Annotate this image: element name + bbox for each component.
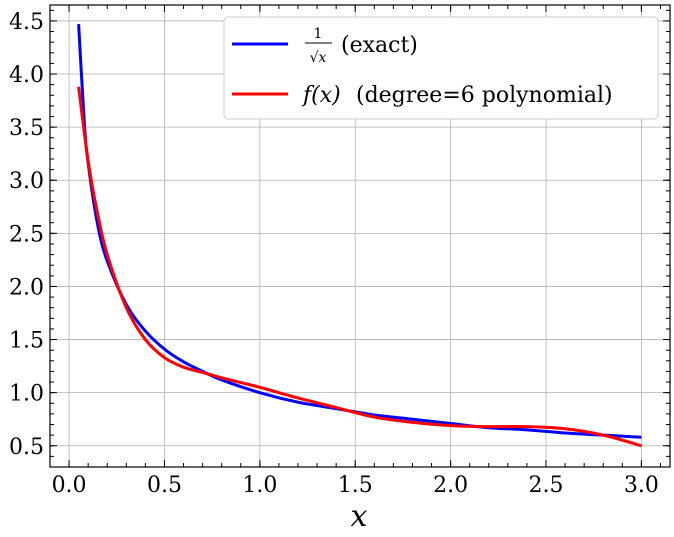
x-tick-label: 2.5 bbox=[529, 473, 564, 498]
legend-box bbox=[223, 16, 659, 120]
x-tick-label: 1.5 bbox=[338, 473, 373, 498]
y-tick-label: 4.0 bbox=[9, 63, 44, 88]
y-tick-label: 2.5 bbox=[9, 222, 44, 247]
y-tick-label: 1.5 bbox=[9, 329, 44, 354]
legend-func-label: f(x) bbox=[301, 83, 341, 108]
series-layer bbox=[77, 24, 642, 448]
x-tick-label: 3.0 bbox=[624, 473, 659, 498]
y-tick-label: 0.5 bbox=[9, 435, 44, 460]
legend-label-exact: (exact) bbox=[341, 33, 418, 58]
y-tick-label: 1.0 bbox=[9, 382, 44, 407]
axis-ticks bbox=[50, 5, 670, 468]
legend-fraction-numerator: 1 bbox=[314, 26, 323, 42]
y-tick-label: 3.5 bbox=[9, 116, 44, 141]
x-tick-label: 2.0 bbox=[433, 473, 468, 498]
x-axis-label: x bbox=[351, 499, 368, 534]
y-tick-label: 2.0 bbox=[9, 275, 44, 300]
y-tick-label: 4.5 bbox=[9, 10, 44, 35]
x-tick-label: 0.0 bbox=[52, 473, 87, 498]
legend-fraction-denominator: √x bbox=[310, 50, 327, 66]
series-line-poly bbox=[77, 86, 642, 448]
series-line-exact bbox=[77, 24, 642, 439]
y-tick-label: 3.0 bbox=[9, 169, 44, 194]
legend: 1 √x (exact) f(x) (degree=6 polynomial) bbox=[223, 16, 659, 120]
legend-label-poly: (degree=6 polynomial) bbox=[356, 83, 613, 108]
tick-labels: 0.0 0.5 1.0 1.5 2.0 2.5 3.0 0.5 1.0 1.5 2.0 2.5 3.0 3… bbox=[9, 10, 659, 498]
x-tick-label: 1.0 bbox=[242, 473, 277, 498]
x-tick-label: 0.5 bbox=[147, 473, 182, 498]
plot-frame bbox=[49, 4, 671, 468]
